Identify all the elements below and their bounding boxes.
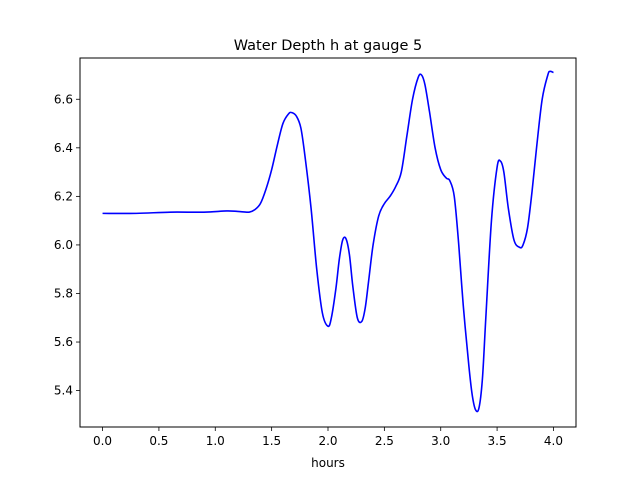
y-tick-label: 5.6 bbox=[54, 335, 73, 349]
y-tick-label: 6.4 bbox=[54, 141, 73, 155]
x-axis-label: hours bbox=[311, 456, 345, 470]
y-tick-label: 6.2 bbox=[54, 189, 73, 203]
plot-frame bbox=[79, 57, 577, 428]
y-tick-label: 5.8 bbox=[54, 286, 73, 300]
x-tick-label: 3.5 bbox=[488, 434, 507, 448]
x-tick-label: 1.5 bbox=[262, 434, 281, 448]
x-tick-label: 4.0 bbox=[544, 434, 563, 448]
x-tick-label: 2.5 bbox=[375, 434, 394, 448]
x-tick-label: 3.0 bbox=[431, 434, 450, 448]
x-axis-ticks: 0.0 0.5 1.0 1.5 2.0 2.5 3.0 3.5 4.0 bbox=[93, 427, 563, 448]
y-tick-label: 5.4 bbox=[54, 384, 73, 398]
y-tick-label: 6.6 bbox=[54, 92, 73, 106]
series-line-0 bbox=[102, 70, 554, 413]
series-layer bbox=[102, 70, 554, 413]
x-tick-label: 0.5 bbox=[149, 434, 168, 448]
x-tick-label: 2.0 bbox=[318, 434, 337, 448]
y-tick-label: 6.0 bbox=[54, 238, 73, 252]
x-tick-label: 0.0 bbox=[93, 434, 112, 448]
y-axis-ticks: 5.4 5.6 5.8 6.0 6.2 6.4 6.6 bbox=[54, 92, 80, 398]
chart-title: Water Depth h at gauge 5 bbox=[234, 38, 422, 54]
x-tick-label: 1.0 bbox=[206, 434, 225, 448]
